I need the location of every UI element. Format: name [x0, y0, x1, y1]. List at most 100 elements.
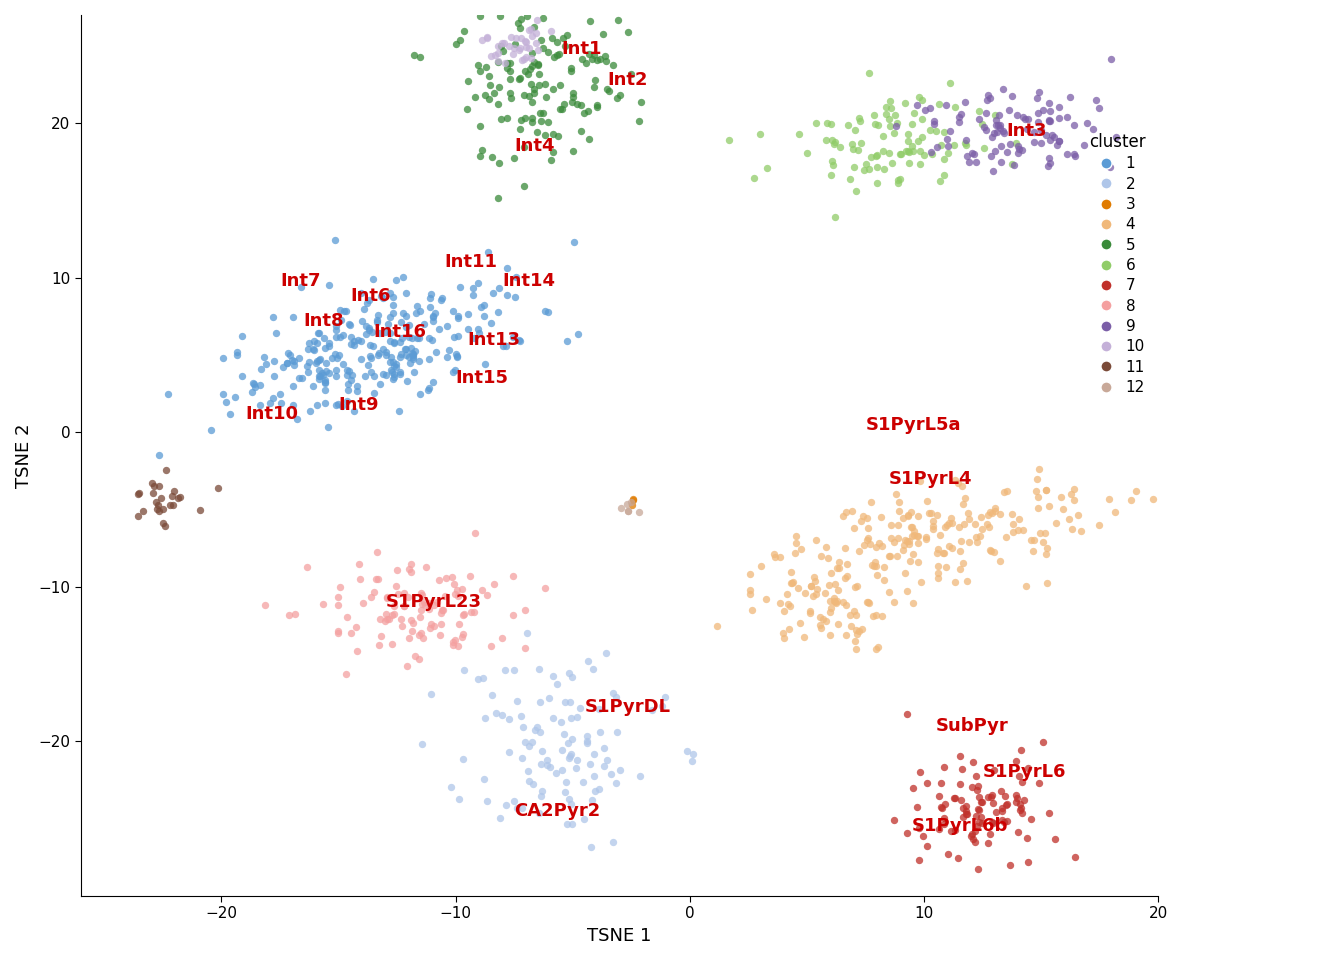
Point — [606, 689, 628, 705]
Point — [423, 597, 445, 612]
Point — [473, 308, 495, 324]
Point — [314, 341, 336, 356]
Point — [396, 659, 418, 674]
Point — [883, 812, 905, 828]
Point — [1015, 579, 1036, 594]
Point — [937, 516, 958, 532]
Point — [976, 123, 997, 138]
Point — [989, 553, 1011, 568]
Point — [332, 327, 353, 343]
Point — [621, 497, 642, 513]
Point — [277, 345, 298, 360]
Point — [1000, 857, 1021, 873]
Point — [329, 580, 351, 595]
Point — [934, 519, 956, 535]
Point — [560, 669, 582, 684]
Point — [597, 81, 618, 96]
Point — [360, 589, 382, 605]
Point — [919, 100, 941, 115]
Point — [523, 20, 544, 36]
Point — [900, 504, 922, 519]
Point — [956, 804, 977, 819]
Point — [824, 134, 845, 150]
Point — [398, 630, 419, 645]
Point — [943, 137, 965, 153]
Point — [517, 66, 539, 82]
Point — [896, 826, 918, 841]
Point — [1039, 150, 1060, 165]
Point — [907, 89, 929, 105]
Point — [980, 542, 1001, 558]
Point — [938, 539, 960, 554]
Point — [781, 575, 802, 590]
Point — [409, 49, 430, 64]
Point — [503, 46, 524, 61]
Point — [780, 599, 801, 614]
Point — [509, 71, 531, 86]
Point — [399, 355, 421, 371]
Point — [508, 332, 530, 348]
Point — [818, 593, 840, 609]
Point — [602, 834, 624, 850]
Point — [589, 0, 610, 11]
Point — [340, 625, 362, 640]
Point — [966, 782, 988, 798]
Point — [509, 121, 531, 136]
Point — [395, 286, 417, 301]
Point — [559, 694, 581, 709]
Point — [888, 503, 910, 518]
Point — [562, 816, 583, 831]
Point — [480, 638, 501, 654]
Point — [314, 363, 336, 378]
Point — [380, 362, 402, 377]
Point — [284, 606, 305, 621]
Point — [969, 815, 991, 830]
Point — [329, 329, 351, 345]
Point — [1023, 532, 1044, 547]
Point — [535, 89, 556, 105]
Point — [543, 145, 564, 160]
Point — [442, 635, 464, 650]
Point — [410, 586, 431, 601]
Point — [1007, 138, 1028, 154]
Point — [1013, 792, 1035, 807]
Point — [332, 398, 353, 414]
Point — [351, 285, 372, 300]
Point — [241, 384, 262, 399]
Point — [577, 729, 598, 744]
Point — [563, 85, 585, 101]
Point — [993, 815, 1015, 830]
Point — [383, 290, 405, 305]
Point — [968, 103, 989, 118]
Point — [899, 534, 921, 549]
Point — [972, 116, 993, 132]
Point — [452, 630, 473, 645]
Point — [328, 348, 349, 363]
Point — [360, 350, 382, 366]
Point — [337, 317, 359, 332]
Point — [392, 269, 414, 284]
Point — [453, 608, 474, 623]
Point — [896, 533, 918, 548]
Point — [383, 334, 405, 349]
Point — [497, 56, 519, 71]
Point — [878, 146, 899, 161]
Point — [992, 801, 1013, 816]
Point — [823, 590, 844, 606]
Point — [399, 340, 421, 355]
Point — [319, 336, 340, 351]
Point — [515, 63, 536, 79]
Point — [894, 532, 915, 547]
Point — [981, 814, 1003, 829]
Point — [911, 111, 933, 127]
Point — [769, 550, 790, 565]
Point — [996, 145, 1017, 160]
Point — [148, 478, 169, 493]
Point — [314, 374, 336, 390]
Point — [129, 486, 151, 501]
Point — [898, 143, 919, 158]
Point — [356, 296, 378, 311]
Text: Int3: Int3 — [1005, 122, 1047, 140]
Text: Int7: Int7 — [280, 272, 320, 290]
Point — [309, 325, 331, 341]
